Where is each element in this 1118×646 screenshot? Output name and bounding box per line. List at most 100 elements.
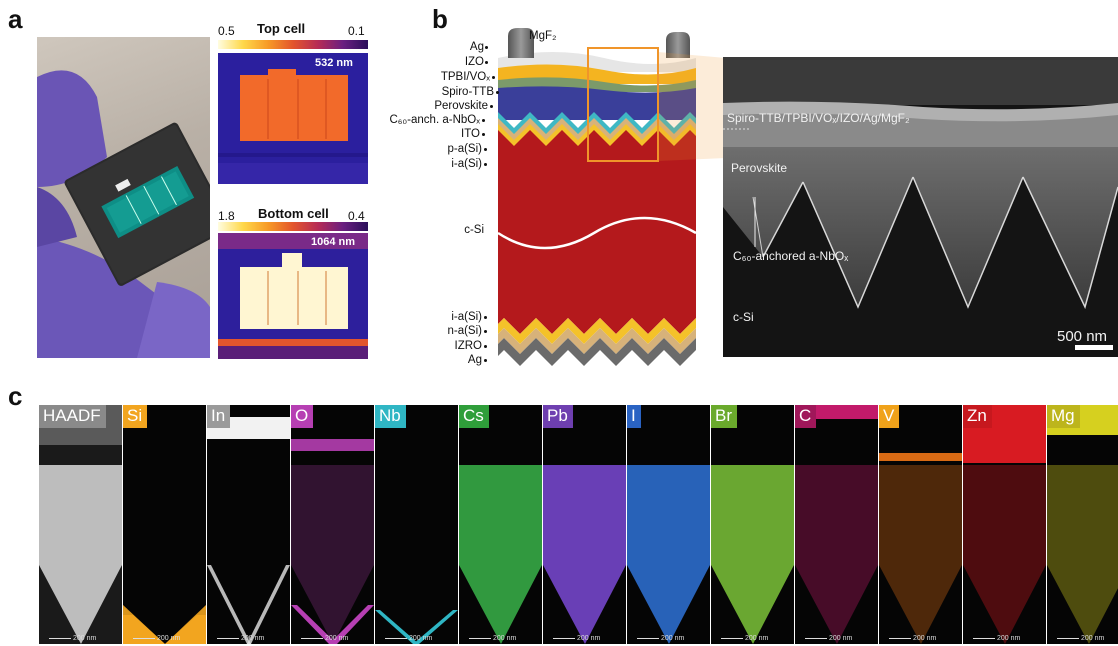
panel-a-letter: a: [8, 4, 23, 34]
edx-map-drawing: [207, 417, 290, 644]
edx-scalebar-label: 200 nm: [577, 635, 601, 642]
edx-map-label: Pb: [543, 405, 573, 428]
layer-label-csi: c-Si: [464, 224, 484, 236]
bottom-cell-cbar-max: 0.4: [348, 209, 365, 223]
layer-label-ag-bottom: Ag: [467, 354, 482, 366]
edx-map-i: I 200 nm: [627, 405, 710, 644]
edx-scalebar-line: [637, 637, 659, 639]
leader-dot: [482, 133, 485, 136]
layer-label-ito: ITO: [461, 128, 480, 140]
layer-label-spiro: Spiro-TTB: [441, 86, 494, 98]
edx-map-in: In 200 nm: [207, 405, 290, 644]
leader-dot: [484, 163, 487, 166]
edx-scalebar-label: 200 nm: [997, 635, 1021, 642]
top-cell-map-drawing: [218, 53, 368, 184]
panel-b-letter: b: [432, 4, 448, 34]
top-cell-map: [218, 53, 368, 184]
sem-top-label: Spiro-TTB/TPBI/VOₓ/IZO/Ag/MgF₂: [727, 111, 910, 125]
edx-map-drawing: [39, 405, 122, 644]
layer-label-tpbi: TPBI/VOₓ: [440, 71, 490, 83]
edx-scalebar-line: [469, 637, 491, 639]
sem-cross-section: [723, 57, 1118, 357]
edx-map-label: V: [879, 405, 900, 428]
edx-scalebar: 200 nm: [973, 635, 1020, 642]
sem-cross-section-drawing: [723, 57, 1118, 357]
edx-scalebar-label: 200 nm: [241, 635, 265, 642]
edx-scalebar: 200 nm: [133, 635, 180, 642]
edx-scalebar: 200 nm: [217, 635, 264, 642]
edx-map-zn: Zn 200 nm: [963, 405, 1046, 644]
top-cell-colorbar: [218, 40, 368, 49]
edx-scalebar-label: 200 nm: [325, 635, 349, 642]
edx-scalebar-label: 200 nm: [913, 635, 937, 642]
edx-map-mg: Mg 200 nm: [1047, 405, 1118, 644]
edx-map-v: V 200 nm: [879, 405, 962, 644]
edx-map-si: Si 200 nm: [123, 405, 206, 644]
edx-scalebar-line: [217, 637, 239, 639]
edx-scalebar-label: 200 nm: [745, 635, 769, 642]
edx-scalebar-line: [721, 637, 743, 639]
edx-map-haadf: HAADF 200 nm: [39, 405, 122, 644]
layer-label-i-asi-bottom: i-a(Si): [451, 311, 482, 323]
edx-scalebar-line: [805, 637, 827, 639]
bottom-cell-map: [218, 233, 368, 359]
sem-perovskite-label: Perovskite: [731, 161, 788, 175]
leader-dot: [484, 345, 487, 348]
edx-map-drawing: [543, 465, 626, 644]
edx-scalebar-label: 200 nm: [73, 635, 97, 642]
edx-map-drawing: [291, 439, 374, 644]
leader-dot: [490, 105, 493, 108]
edx-map-drawing: [963, 405, 1046, 644]
edx-scalebar: 200 nm: [49, 635, 96, 642]
edx-scalebar-label: 200 nm: [493, 635, 517, 642]
edx-map-drawing: [627, 465, 710, 644]
edx-scalebar-line: [385, 637, 407, 639]
layer-label-ag-top: Ag: [469, 41, 484, 53]
top-cell-cbar-max: 0.1: [348, 24, 365, 38]
edx-scalebar-line: [1057, 637, 1079, 639]
layer-label-izro: IZRO: [454, 340, 482, 352]
layer-label-i-asi-top: i-a(Si): [451, 158, 482, 170]
layer-label-izo: IZO: [464, 56, 484, 68]
layer-label-nbox: C₆₀-anch. a-NbOₓ: [389, 114, 480, 126]
leader-dot: [482, 119, 485, 122]
edx-scalebar: 200 nm: [721, 635, 768, 642]
edx-map-label: HAADF: [39, 405, 106, 428]
layer-label-perovskite: Perovskite: [434, 100, 488, 112]
layer-label-mgf2: MgF₂: [529, 30, 557, 42]
edx-map-drawing: [711, 465, 794, 644]
leader-dot: [485, 46, 488, 49]
top-cell-wavelength: 532 nm: [315, 57, 353, 69]
edx-map-drawing: [1047, 405, 1118, 644]
edx-map-drawing: [459, 465, 542, 644]
edx-map-label: Si: [123, 405, 148, 428]
bottom-cell-colorbar: [218, 222, 368, 231]
leader-dot: [492, 76, 495, 79]
edx-map-drawing: [879, 453, 962, 644]
device-photo-drawing: [37, 70, 210, 358]
edx-map-c: C 200 nm: [795, 405, 878, 644]
edx-scalebar: 200 nm: [889, 635, 936, 642]
edx-scalebar-label: 200 nm: [409, 635, 433, 642]
edx-map-nb: Nb 200 nm: [375, 405, 458, 644]
edx-scalebar: 200 nm: [553, 635, 600, 642]
top-cell-title: Top cell: [257, 21, 306, 36]
edx-map-pb: Pb 200 nm: [543, 405, 626, 644]
edx-scalebar-line: [553, 637, 575, 639]
edx-map-o: O 200 nm: [291, 405, 374, 644]
leader-dot: [484, 330, 487, 333]
edx-scalebar-label: 200 nm: [829, 635, 853, 642]
device-photo: [37, 37, 210, 358]
edx-scalebar-label: 200 nm: [157, 635, 181, 642]
edx-map-label: O: [291, 405, 314, 428]
edx-map-drawing: [795, 405, 878, 644]
edx-scalebar-line: [889, 637, 911, 639]
sem-nbox-label: C₆₀-anchored a-NbOₓ: [733, 249, 849, 263]
layer-label-p-asi: p-a(Si): [447, 143, 482, 155]
edx-map-label: Br: [711, 405, 737, 428]
edx-scalebar: 200 nm: [469, 635, 516, 642]
edx-map-drawing: [375, 610, 458, 644]
edx-scalebar: 200 nm: [805, 635, 852, 642]
edx-scalebar: 200 nm: [637, 635, 684, 642]
edx-scalebar-line: [49, 637, 71, 639]
